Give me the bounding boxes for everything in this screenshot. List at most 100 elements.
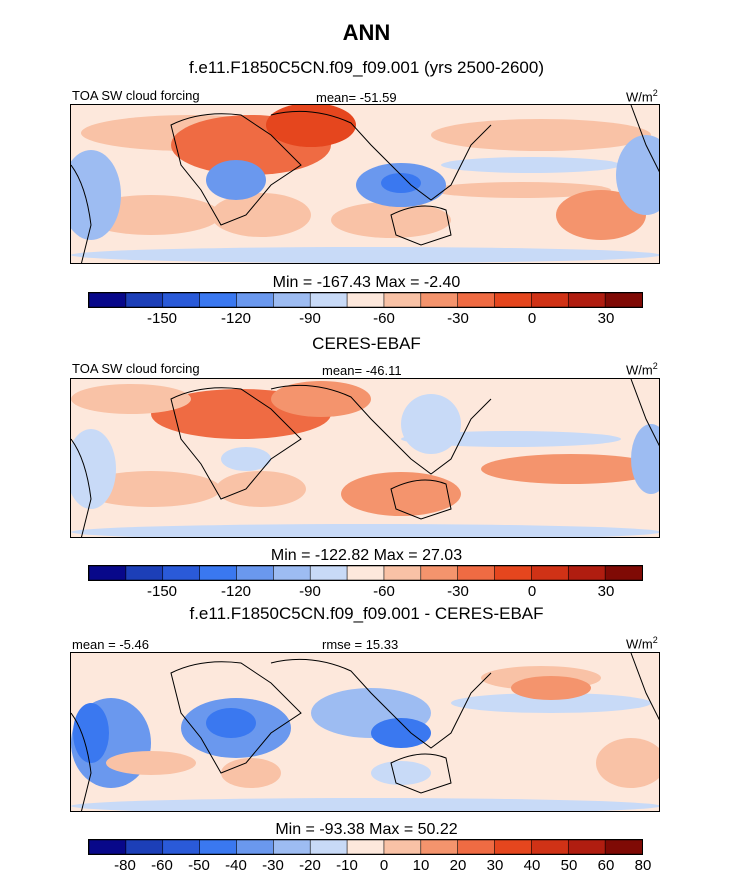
colorbar-tick-label: -50 <box>188 857 210 874</box>
panel-1-map-svg <box>71 105 659 263</box>
field-patch <box>616 135 659 215</box>
field-patch <box>371 761 431 785</box>
field-patch <box>556 190 646 240</box>
field-patch <box>81 471 221 507</box>
field-patch <box>71 150 121 240</box>
field-patch <box>73 703 109 763</box>
colorbar-cell <box>457 293 496 307</box>
south-america-outline <box>71 438 92 537</box>
colorbar-tick-label: 0 <box>527 583 537 600</box>
panel-3-colorbar-cells <box>89 840 642 854</box>
colorbar-cell <box>567 840 606 854</box>
africa-outline <box>170 387 302 500</box>
field-patch <box>216 471 306 507</box>
field-patch <box>441 157 621 173</box>
field-patch <box>271 381 371 417</box>
asia-outline <box>270 110 492 201</box>
panel-1-units: W/m2 <box>626 88 658 105</box>
colorbar-cell <box>420 293 459 307</box>
colorbar-cell <box>89 840 127 854</box>
colorbar-cell <box>420 566 459 580</box>
panel-3-colorbar-ticks: -80 -60 -50 -40 -30 -20 -10 0 10 20 30 40 50 60 80 <box>0 857 733 877</box>
colorbar-tick-label: 80 <box>634 857 652 874</box>
panel-2-colorbar-cells <box>89 566 642 580</box>
colorbar-cell <box>199 293 238 307</box>
field-patch <box>596 738 659 788</box>
colorbar-tick-label: 0 <box>527 310 537 327</box>
colorbar-tick-label: -30 <box>262 857 284 874</box>
colorbar-tick-label: 30 <box>597 583 615 600</box>
colorbar-cell <box>309 293 348 307</box>
colorbar-cell <box>89 293 127 307</box>
asia-outline <box>270 658 492 749</box>
field-patch <box>341 472 461 516</box>
panel-3-map <box>70 652 660 812</box>
panel-2-map-svg <box>71 379 659 537</box>
panel-2-left-label: TOA SW cloud forcing <box>72 361 200 376</box>
panel-1-map <box>70 104 660 264</box>
colorbar-cell <box>236 566 275 580</box>
colorbar-tick-label: 10 <box>412 857 430 874</box>
field-patch <box>71 247 659 263</box>
colorbar-tick-label: -60 <box>373 310 395 327</box>
panel-1-colorbar-ticks: -150 -120 -90 -60 -30 0 30 <box>0 310 733 330</box>
panel-1-colorbar <box>88 292 643 308</box>
panel-3-minmax: Min = -93.38 Max = 50.22 <box>275 821 458 838</box>
colorbar-cell <box>531 840 570 854</box>
australia-outline <box>390 479 452 520</box>
colorbar-cell <box>236 840 275 854</box>
colorbar-cell <box>383 293 422 307</box>
field-patch <box>331 202 451 238</box>
panel-2-units: W/m2 <box>626 361 658 378</box>
colorbar-tick-label: 30 <box>597 310 615 327</box>
colorbar-tick-label: -150 <box>146 310 178 327</box>
colorbar-tick-label: -30 <box>447 583 469 600</box>
colorbar-tick-label: -80 <box>114 857 136 874</box>
field-patch <box>221 758 281 788</box>
colorbar-tick-label: -60 <box>373 583 395 600</box>
colorbar-cell <box>273 293 311 307</box>
colorbar-cell <box>346 566 385 580</box>
panel-3-colorbar <box>88 839 643 855</box>
colorbar-cell <box>199 566 238 580</box>
field-patch <box>71 429 116 509</box>
colorbar-cell <box>125 566 164 580</box>
colorbar-cell <box>494 840 533 854</box>
colorbar-cell <box>383 840 422 854</box>
colorbar-cell <box>273 566 311 580</box>
panel-3-title: f.e11.F1850C5CN.f09_f09.001 - CERES-EBAF <box>189 604 544 623</box>
field-patch <box>266 105 356 147</box>
main-title: ANN <box>342 20 391 45</box>
field-patch <box>106 751 196 775</box>
colorbar-tick-label: -10 <box>336 857 358 874</box>
colorbar-cell <box>494 293 533 307</box>
field-patch <box>206 160 266 200</box>
colorbar-tick-label: -90 <box>299 310 321 327</box>
colorbar-cell <box>604 840 642 854</box>
field-patch <box>211 193 311 237</box>
panel-1-minmax: Min = -167.43 Max = -2.40 <box>272 274 461 291</box>
panel-3-rmse-label: rmse = 15.33 <box>322 637 399 652</box>
australia-outline <box>390 753 452 794</box>
field-patch <box>431 119 651 151</box>
colorbar-tick-label: -120 <box>220 583 252 600</box>
colorbar-cell <box>162 840 201 854</box>
colorbar-cell <box>125 840 164 854</box>
colorbar-tick-label: -90 <box>299 583 321 600</box>
colorbar-tick-label: -40 <box>225 857 247 874</box>
colorbar-cell <box>531 566 570 580</box>
field-patch <box>71 384 191 414</box>
field-patch <box>206 708 256 738</box>
asia-outline <box>270 384 492 475</box>
colorbar-tick-label: 50 <box>560 857 578 874</box>
field-patch <box>431 182 611 198</box>
africa-outline <box>170 113 302 226</box>
panel-3-map-svg <box>71 653 659 811</box>
field-patch <box>71 798 659 811</box>
field-patch <box>631 424 659 494</box>
field-patch <box>221 447 271 471</box>
colorbar-tick-label: -20 <box>299 857 321 874</box>
colorbar-cell <box>567 566 606 580</box>
field-patch <box>371 718 431 748</box>
panel-1-mean-label: mean= -51.59 <box>316 90 397 105</box>
